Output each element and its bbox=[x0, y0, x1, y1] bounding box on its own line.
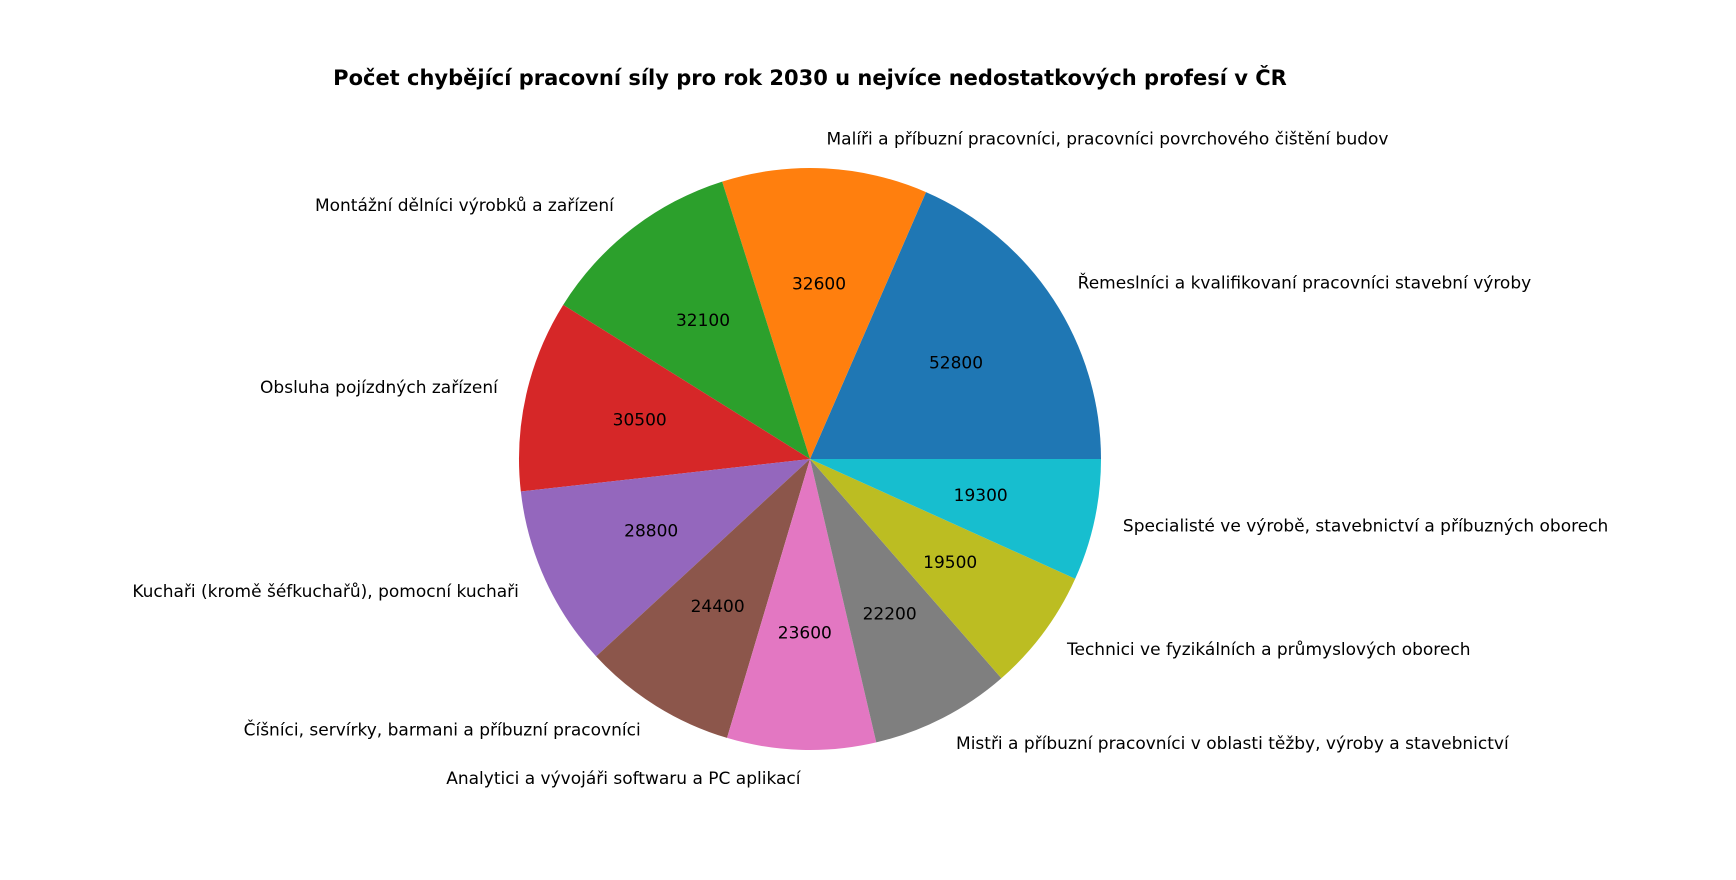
pie-slice-analytici-a-vyvojari-softwaru-a-pc-aplikaci bbox=[727, 459, 877, 751]
pie-category-label: Malíři a příbuzní pracovníci, pracovníci… bbox=[827, 129, 1389, 149]
pie-category-label: Kuchaři (kromě šéfkuchařů), pomocní kuch… bbox=[132, 582, 519, 602]
pie-labels: 52800 Řemeslníci a kvalifikovaní pracovní… bbox=[132, 129, 1608, 789]
pie-slice-cisnici-servirky-barmani-a-pribuzni-pracovnici bbox=[596, 459, 810, 738]
pie-slice-remeslnici-a-kvalifikovani-pracovnici-stavebni-vyroby bbox=[810, 192, 1101, 460]
chart-title: Počet chybějící pracovní síly pro rok 20… bbox=[333, 65, 1287, 90]
pie-slice-montazni-delnici-vyrobku-a-zarizeni bbox=[563, 181, 810, 459]
pie-slice-maliri-a-pribuzni-pracovnici-pracovnici-povrchoveho-cisteni-budov bbox=[722, 168, 926, 459]
pie-value-label: 32100 bbox=[676, 311, 730, 331]
pie-value-label: 30500 bbox=[613, 410, 667, 430]
pie-value-label: 24400 bbox=[691, 597, 745, 617]
pie-slice-mistri-a-pribuzni-pracovnici-v-oblasti-tezby-vyroby-a-stavebnictvi bbox=[810, 459, 1002, 743]
pie-category-label: Montážní dělníci výrobků a zařízení bbox=[315, 196, 615, 216]
pie-category-label: Technici ve fyzikálních a průmyslových o… bbox=[1066, 640, 1470, 660]
pie-value-label: 19500 bbox=[923, 553, 977, 573]
pie-category-label: Obsluha pojízdných zařízení bbox=[260, 378, 499, 398]
pie-value-label: 19300 bbox=[954, 486, 1008, 506]
pie-category-label: Analytici a vývojáři softwaru a PC aplik… bbox=[446, 769, 802, 789]
pie-slices bbox=[519, 168, 1101, 751]
pie-category-label: Řemeslníci a kvalifikovaní pracovníci st… bbox=[1078, 271, 1532, 293]
pie-value-label: 28800 bbox=[624, 522, 678, 542]
pie-value-label: 52800 bbox=[929, 353, 983, 373]
pie-category-label: Mistři a příbuzní pracovníci v oblasti t… bbox=[956, 734, 1510, 754]
pie-category-label: Číšníci, servírky, barmani a příbuzní pr… bbox=[244, 719, 641, 741]
pie-value-label: 32600 bbox=[792, 275, 846, 295]
pie-value-label: 22200 bbox=[863, 604, 917, 624]
pie-slice-specialiste-ve-vyrobe-stavebnictvi-a-pribuznych-oborech bbox=[810, 459, 1101, 579]
pie-category-label: Specialisté ve výrobě, stavebnictví a př… bbox=[1123, 516, 1608, 536]
pie-slice-kuchari-krome-sefkucharu-pomocni-kuchari bbox=[520, 459, 810, 657]
pie-slice-obsluha-pojizdnych-zarizeni bbox=[519, 304, 810, 492]
pie-value-label: 23600 bbox=[778, 624, 832, 644]
pie-slice-technici-ve-fyzikalnich-a-prumyslovych-oborech bbox=[810, 459, 1076, 679]
